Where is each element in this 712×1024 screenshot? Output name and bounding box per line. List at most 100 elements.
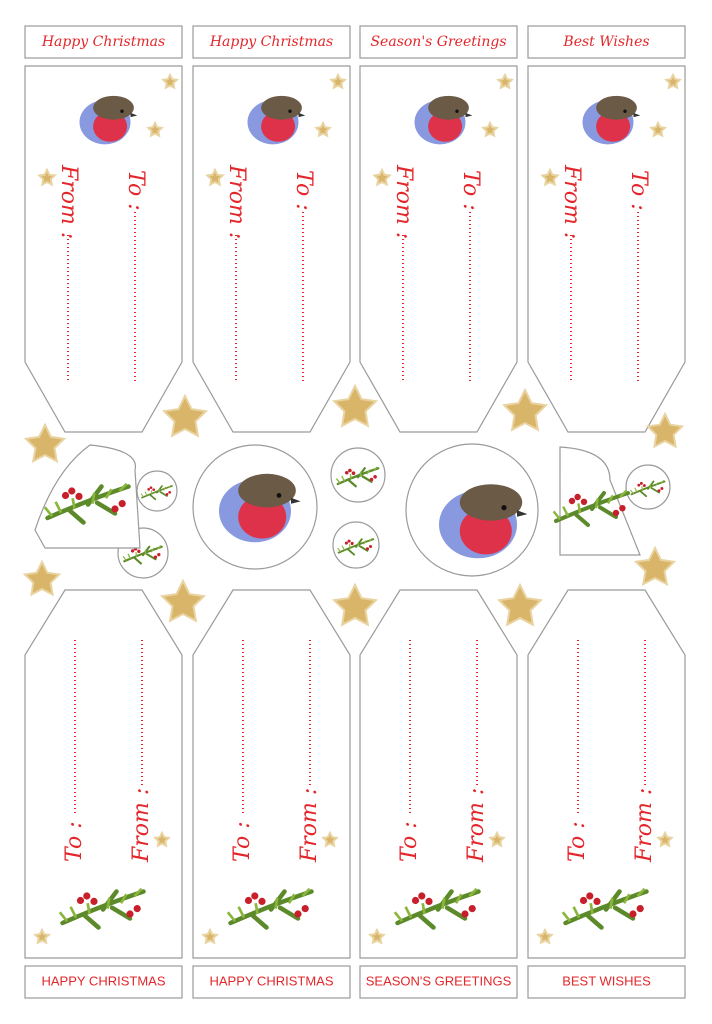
robin-beak (291, 497, 301, 504)
pine-needles (561, 887, 646, 923)
pine-branch (395, 889, 481, 930)
star (372, 167, 392, 187)
pine-sprig (122, 545, 163, 565)
berry (152, 488, 155, 491)
robin-illustration (79, 95, 138, 145)
berry (147, 488, 150, 491)
tag-outline (192, 589, 351, 959)
star (656, 830, 674, 848)
berry (68, 487, 76, 495)
tag-outline (192, 65, 351, 433)
to-label: To : (123, 170, 148, 211)
from-label: From : (129, 788, 154, 863)
star (37, 167, 57, 187)
robin-illustration (582, 95, 641, 145)
robin-beak (130, 112, 138, 118)
from-label: From : (56, 164, 81, 239)
star (23, 422, 67, 464)
berry (568, 497, 576, 505)
star (649, 120, 667, 138)
pine-sprig (43, 482, 131, 525)
tag-outline (359, 589, 518, 959)
star (536, 927, 554, 945)
berry (350, 541, 354, 545)
to-label: To : (626, 170, 651, 211)
berry (251, 892, 259, 900)
pine-branch (337, 538, 375, 556)
berry (83, 892, 91, 900)
berry (369, 545, 373, 549)
star (496, 72, 514, 90)
star (481, 120, 499, 138)
berry (411, 896, 420, 905)
robin-illustration (414, 95, 473, 145)
pine-needles (122, 545, 162, 561)
from-label: From : (297, 788, 322, 863)
to-label: To : (458, 170, 483, 211)
star (314, 120, 332, 138)
berry (639, 481, 643, 485)
pine-branch (336, 467, 380, 488)
pine-sprig (140, 484, 173, 501)
pine-sprig (335, 466, 380, 488)
tag-outline (24, 65, 183, 433)
robin-back (93, 95, 134, 120)
robin-eye (276, 493, 282, 498)
berry (657, 489, 661, 493)
star (159, 578, 207, 623)
berry (579, 896, 588, 905)
to-label: To : (62, 821, 87, 862)
star (22, 559, 62, 597)
label-box (527, 965, 686, 999)
berry (157, 553, 161, 557)
pine-branch (563, 889, 649, 930)
berry (344, 470, 349, 475)
berry (244, 896, 253, 905)
berry (294, 910, 302, 918)
from-label: From : (224, 164, 249, 239)
berry (461, 910, 469, 918)
berry (61, 491, 70, 500)
to-label: To : (565, 821, 590, 862)
berry (348, 468, 352, 473)
robin-back (261, 95, 302, 120)
berry (629, 910, 637, 918)
top-label: Happy Christmas (209, 34, 333, 50)
pine-needles (393, 887, 478, 923)
top-label: Best Wishes (562, 34, 649, 50)
star (331, 383, 379, 428)
robin-beak (517, 510, 528, 517)
pine-branch (141, 485, 173, 501)
robin-beak (633, 112, 641, 118)
label-box (359, 25, 518, 59)
tag-outline (24, 589, 183, 959)
berry (574, 493, 581, 501)
from-label: From : (464, 788, 489, 863)
pine-needles (226, 887, 311, 923)
berry (642, 484, 646, 487)
tag-outline (527, 589, 686, 959)
pine-needles (629, 480, 665, 494)
berry (75, 492, 83, 500)
bottom-label: HAPPY CHRISTMAS (209, 973, 333, 988)
berry (636, 905, 644, 913)
robin-illustration (219, 473, 301, 543)
berry (418, 892, 426, 900)
robin-eye (288, 109, 292, 113)
pine-branch (553, 490, 631, 528)
berry (586, 892, 594, 900)
pine-sprig (393, 887, 481, 930)
pine-sprig (561, 887, 649, 930)
berry (165, 493, 169, 496)
robin-back (238, 473, 296, 508)
tag-outline (527, 65, 686, 433)
berry (365, 547, 370, 551)
berry (118, 500, 126, 508)
berry (168, 491, 171, 494)
berry (126, 910, 134, 918)
pine-branch (228, 889, 314, 930)
berry (301, 905, 309, 913)
to-label: To : (230, 821, 255, 862)
berry (344, 541, 348, 545)
